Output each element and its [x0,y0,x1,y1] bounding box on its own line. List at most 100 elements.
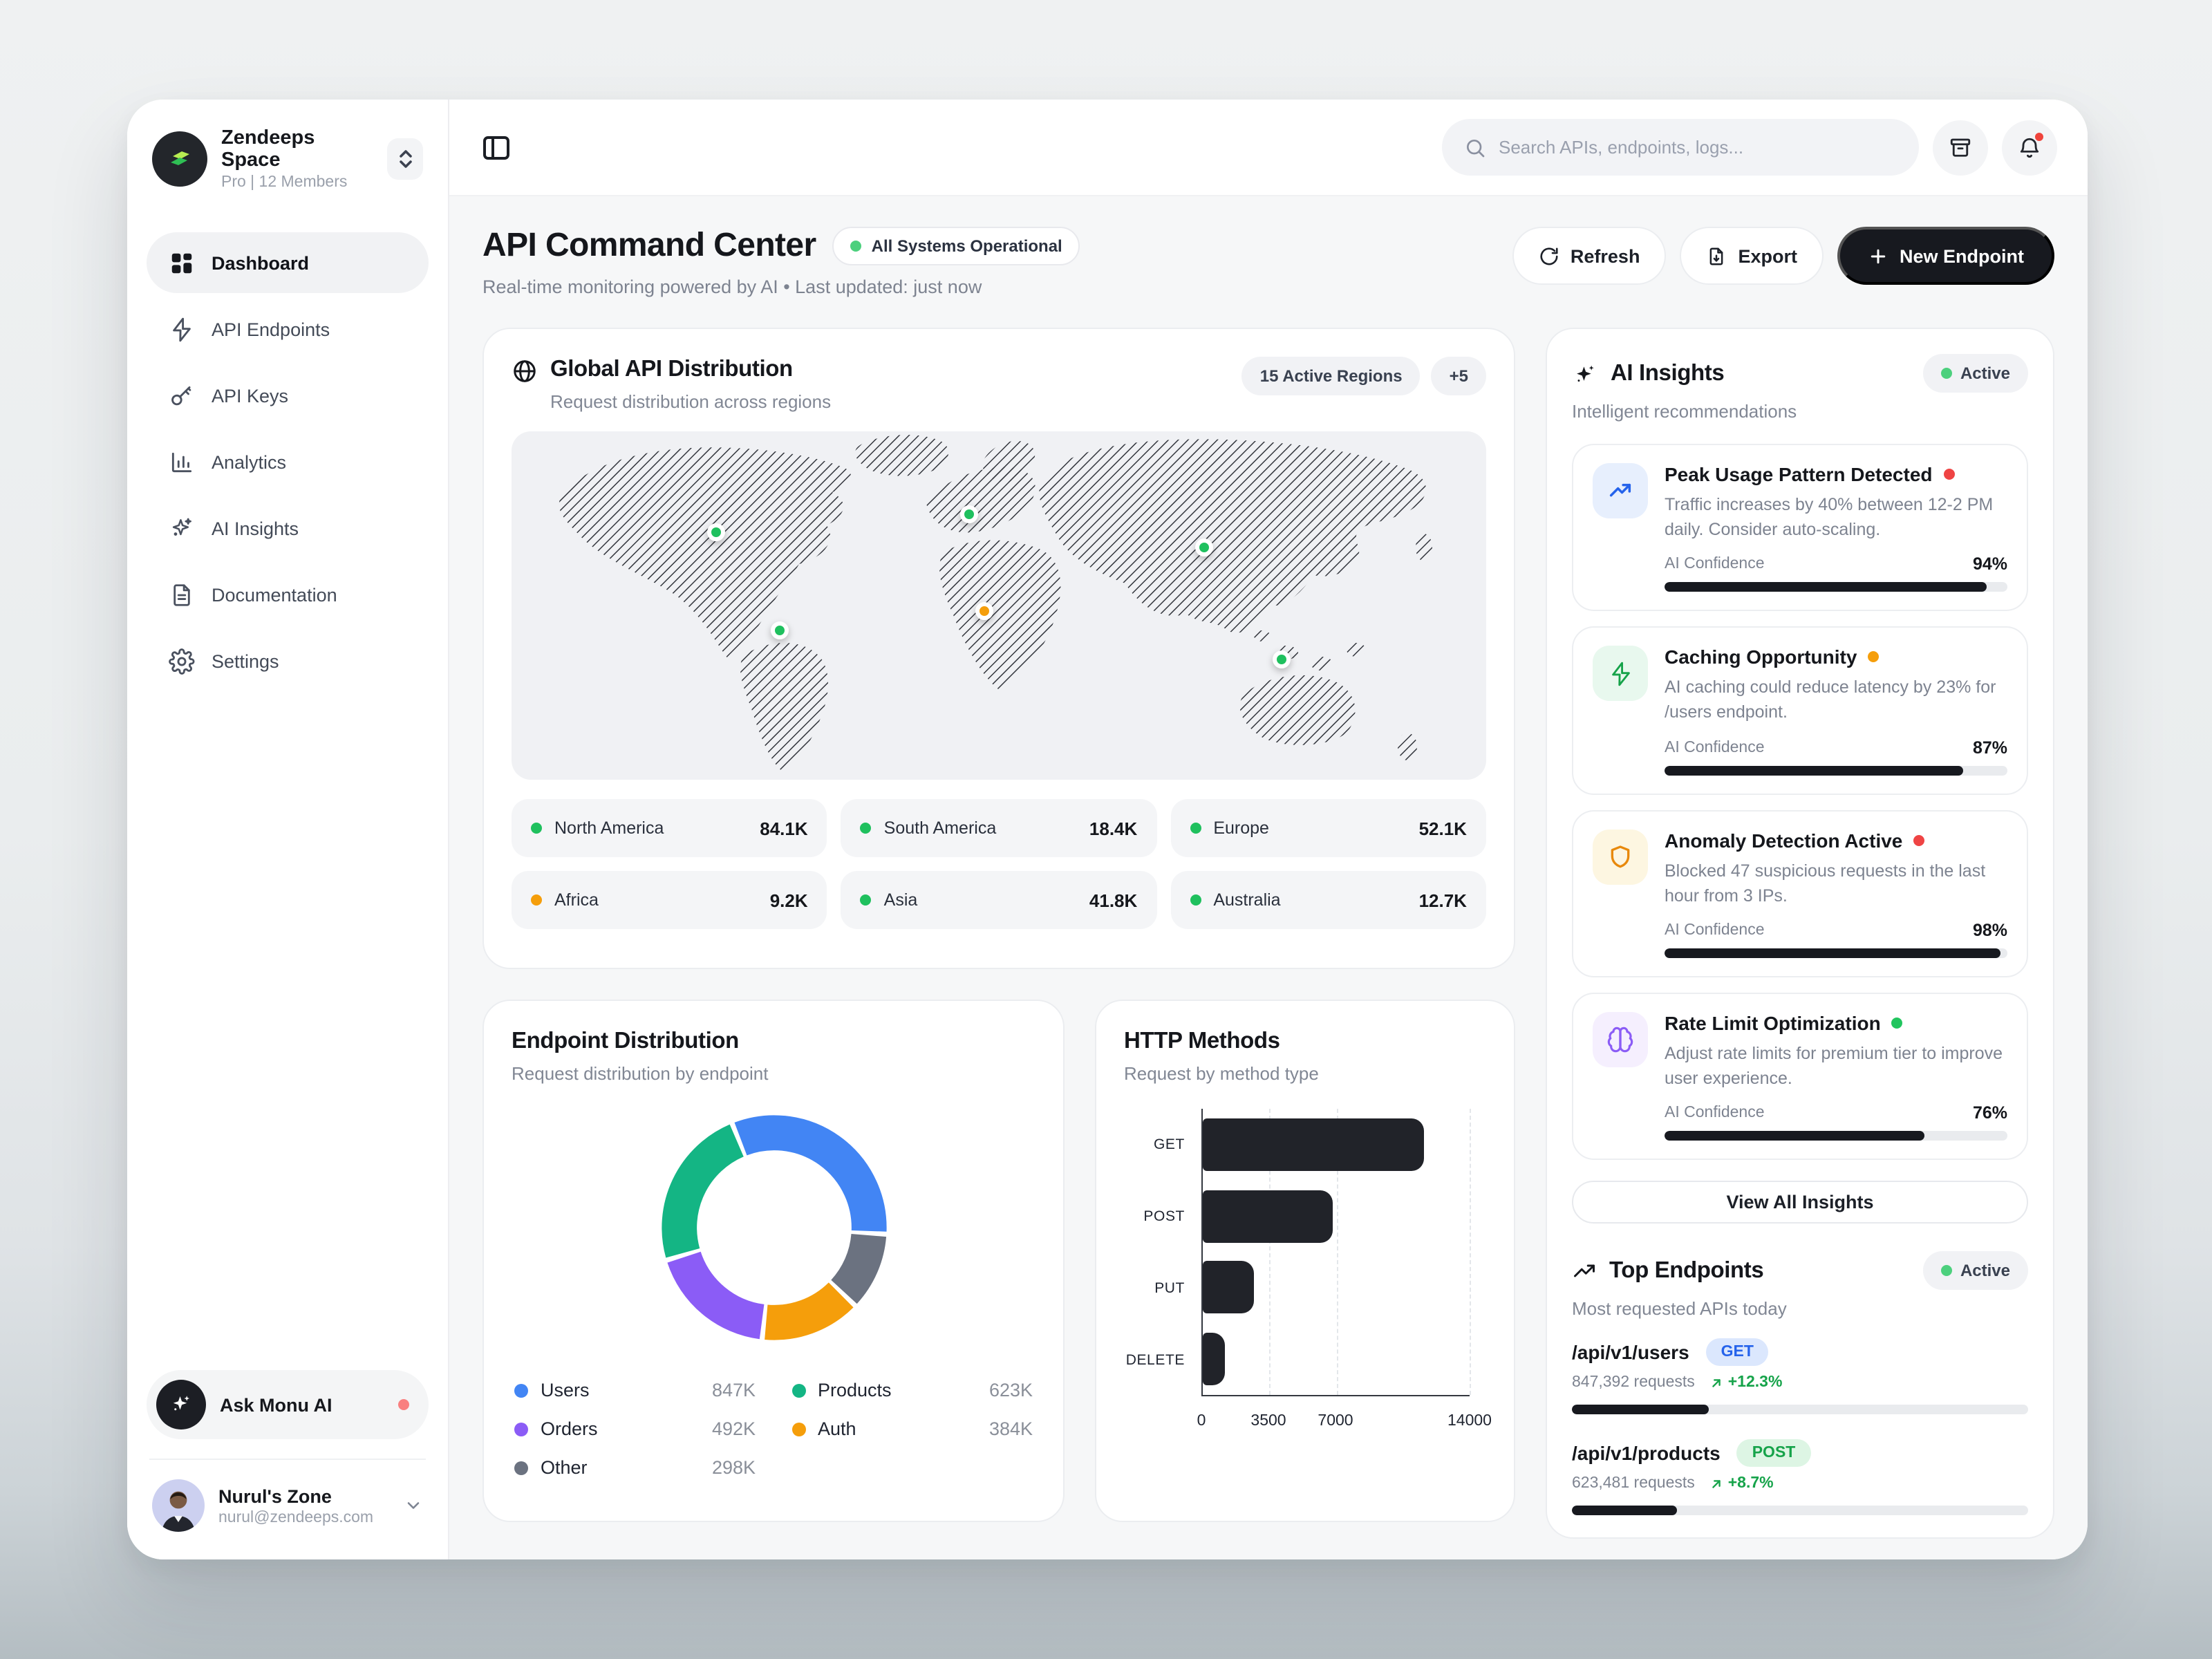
shield-icon [1593,829,1648,884]
bar-get [1203,1118,1424,1171]
workspace-logo [152,131,207,187]
search-bar[interactable] [1442,119,1919,176]
x-tick: 3500 [1250,1413,1286,1430]
plus-icon [1868,245,1888,266]
method-badge: POST [1736,1439,1811,1467]
sidebar-item-documentation[interactable]: Documentation [147,564,429,625]
avatar [152,1479,205,1532]
inbox-button[interactable] [1933,120,1988,175]
bar-card-subtitle: Request by method type [1124,1063,1319,1084]
top-endpoints-list: /api/v1/users GET 847,392 requests +12.3% /a… [1572,1338,2028,1515]
region-dot [860,894,872,906]
search-input[interactable] [1499,137,1897,158]
arrow-up-right-icon [1712,1479,1721,1488]
legend-item: Orders 492K [514,1418,756,1439]
active-regions-badge: 15 Active Regions [1241,357,1421,395]
trend-value: +12.3% [1709,1374,1782,1391]
doc-icon [169,581,195,608]
trend-icon [1593,463,1648,518]
sparkle-icon [1572,362,1598,388]
map-marker [960,505,979,524]
insight-status-dot [1913,834,1925,845]
ai-insights-panel: AI Insights Active Intelligent recommend… [1546,328,2054,1539]
view-all-insights-button[interactable]: View All Insights [1572,1181,2028,1224]
sparkle-icon [169,515,195,541]
ask-ai-button[interactable]: Ask Monu AI [147,1370,429,1439]
sidebar-nav: Dashboard API Endpoints API Keys Analytics A… [147,232,429,691]
notifications-button[interactable] [2002,120,2057,175]
endpoint-distribution-card: Endpoint Distribution Request distributi… [482,1000,1065,1522]
region-dot [531,823,542,834]
region-stats: North America 84.1K South America 18.4K Euro… [512,799,1486,929]
export-icon [1706,245,1727,266]
globe-icon [512,358,538,384]
new-endpoint-button[interactable]: New Endpoint [1837,227,2054,285]
legend-item: Other 298K [514,1457,756,1478]
endpoint-usage-bar [1572,1405,2028,1414]
workspace-name: Zendeeps Space [221,127,315,171]
page-subtitle: Real-time monitoring powered by AI • Las… [482,276,982,297]
map-marker [707,523,726,542]
bar-post [1203,1190,1333,1243]
donut-card-subtitle: Request distribution by endpoint [512,1063,769,1084]
insight-card: Caching Opportunity AI caching could redu… [1572,626,2028,794]
donut-segment-orders [666,1251,765,1340]
sidebar-item-settings[interactable]: Settings [147,630,429,691]
search-icon [1464,136,1486,158]
chevron-down-icon [404,1496,423,1515]
app-window: Zendeeps Space Pro | 12 Members Dashboar… [127,100,2088,1559]
system-status-badge: All Systems Operational [832,227,1080,265]
dashboard-icon [169,250,195,276]
top-endpoints-active-badge: Active [1922,1251,2028,1290]
insight-status-dot [1868,651,1880,663]
endpoint-row: /api/v1/products POST 623,481 requests +8.7… [1572,1439,2028,1515]
insight-card: Rate Limit Optimization Adjust rate limit… [1572,992,2028,1160]
endpoint-usage-bar [1572,1506,2028,1515]
region-chip: South America 18.4K [841,799,1157,857]
key-icon [169,382,195,409]
map-card-subtitle: Request distribution across regions [550,391,832,412]
workspace-switcher-button[interactable] [387,138,423,180]
region-dot [1190,823,1201,834]
legend-item: Users 847K [514,1380,756,1400]
insight-card: Peak Usage Pattern Detected Traffic incre… [1572,444,2028,612]
bar-put [1203,1261,1255,1314]
bar-label: DELETE [1125,1352,1185,1369]
workspace-switcher[interactable]: Zendeeps Space Pro | 12 Members [147,124,429,194]
zap-icon [1593,646,1648,702]
user-menu[interactable]: Nurul's Zone nurul@zendeeps.com [147,1479,429,1537]
sidebar-item-api-keys[interactable]: API Keys [147,365,429,426]
region-chip: North America 84.1K [512,799,827,857]
sidebar-toggle-icon[interactable] [480,131,513,164]
sidebar-item-dashboard[interactable]: Dashboard [147,232,429,293]
sidebar-item-analytics[interactable]: Analytics [147,431,429,492]
donut-card-title: Endpoint Distribution [512,1029,739,1053]
sidebar-divider [149,1459,426,1460]
insights-title: AI Insights [1611,360,1725,385]
page-title: API Command Center [482,227,816,264]
donut-segment-auth [764,1282,853,1340]
insight-status-dot [1891,1017,1903,1029]
sidebar-item-api-endpoints[interactable]: API Endpoints [147,299,429,359]
top-endpoints-subtitle: Most requested APIs today [1572,1298,1787,1319]
sidebar-item-ai-insights[interactable]: AI Insights [147,498,429,559]
user-email: nurul@zendeeps.com [218,1509,374,1526]
map-marker [1272,650,1291,669]
donut-legend: Users 847K Products 623K Orders 492K Auth 384K O… [512,1380,1035,1478]
region-chip: Australia 12.7K [1170,871,1486,929]
region-chip: Europe 52.1K [1170,799,1486,857]
refresh-button[interactable]: Refresh [1512,227,1667,285]
x-tick: 14000 [1447,1413,1492,1430]
top-endpoints-title: Top Endpoints [1609,1257,1764,1282]
donut-chart [661,1115,886,1340]
main-content: API Command Center All Systems Operation… [449,196,2088,1559]
map-card-title: Global API Distribution [550,357,793,382]
world-map [512,431,1486,780]
export-button[interactable]: Export [1680,227,1824,285]
region-chip: Africa 9.2K [512,871,827,929]
brain-icon [1593,1011,1648,1067]
x-tick: 0 [1197,1413,1206,1430]
global-distribution-card: Global API Distribution Request distribu… [482,328,1515,969]
map-marker [1194,538,1213,557]
sidebar: Zendeeps Space Pro | 12 Members Dashboar… [127,100,449,1559]
